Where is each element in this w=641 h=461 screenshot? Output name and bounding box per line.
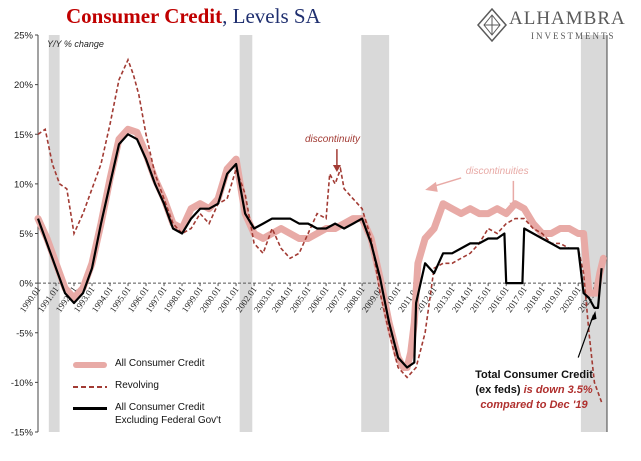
y-tick-label: -15% — [11, 428, 34, 439]
recession-band — [239, 35, 253, 432]
annotation-arrow-head — [332, 165, 341, 172]
note-line2: (ex feds) is down 3.5% — [444, 383, 624, 398]
legend-label: Revolving — [115, 380, 159, 391]
legend-label: All Consumer Credit Excluding Federal Gov… — [115, 401, 221, 427]
y-tick-label: 5% — [19, 229, 33, 240]
y-tick-label: 25% — [14, 31, 34, 42]
logo-sub: INVESTMENTS — [531, 31, 616, 41]
note-line3: compared to Dec '19 — [480, 399, 588, 411]
series-line-all-consumer-credit — [34, 125, 607, 371]
legend-swatch-solid — [73, 407, 107, 410]
legend-swatch-dashed — [73, 386, 107, 388]
diamond-logo-icon — [477, 8, 507, 42]
annotation-discontinuities: discontinuities — [466, 166, 529, 177]
y-axis-unit-label: Y/Y % change — [47, 39, 104, 49]
legend-label-line1: All Consumer Credit — [115, 402, 205, 413]
title-main: Consumer Credit — [66, 4, 223, 28]
annotation-arrow-head — [425, 181, 438, 192]
y-tick-label: -5% — [16, 328, 33, 339]
legend-label: All Consumer Credit — [115, 358, 205, 369]
note-line2b: is down 3.5% — [523, 384, 593, 396]
recession-band — [48, 35, 60, 432]
logo-name: ALHAMBRA — [509, 8, 626, 29]
annotation-arrow-head — [509, 202, 518, 210]
legend-label-line2: Excluding Federal Gov't — [115, 415, 221, 426]
callout-arrow — [577, 314, 595, 358]
chart-title: Consumer Credit, Levels SA — [66, 4, 321, 29]
series-line-all-consumer-credit-excluding-federal-gov-t — [36, 133, 603, 369]
y-tick-label: 15% — [14, 130, 34, 141]
note-line2a: (ex feds) — [475, 384, 524, 396]
y-tick-label: 20% — [14, 80, 34, 91]
alhambra-logo: ALHAMBRA INVESTMENTS — [475, 6, 635, 46]
y-tick-label: 10% — [14, 179, 34, 190]
series-line-revolving — [37, 57, 603, 403]
note-line1: Total Consumer Credit — [475, 369, 593, 381]
legend-swatch-thick — [73, 362, 107, 368]
y-tick-label: -10% — [11, 378, 34, 389]
title-sub: , Levels SA — [222, 4, 321, 28]
annotation-discontinuity: discontinuity — [305, 134, 361, 145]
callout-arrow-head — [590, 310, 597, 321]
callout-note: Total Consumer Credit (ex feds) is down … — [444, 368, 624, 413]
y-tick-label: 0% — [19, 279, 33, 290]
